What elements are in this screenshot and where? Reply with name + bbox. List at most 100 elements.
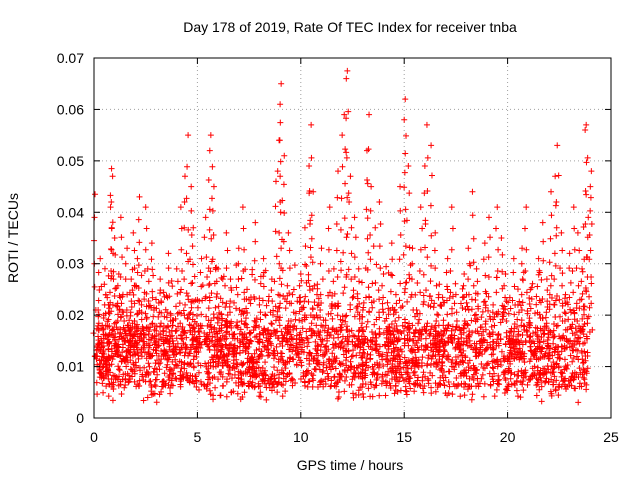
data-point: [307, 221, 314, 228]
data-point: [106, 310, 113, 317]
data-point: [281, 295, 288, 302]
data-point: [189, 298, 196, 305]
data-point: [343, 234, 350, 241]
data-point: [343, 271, 350, 278]
data-point: [541, 330, 548, 337]
data-point: [189, 261, 196, 268]
data-point: [125, 322, 132, 329]
data-point: [181, 312, 188, 319]
data-point: [134, 255, 141, 262]
data-point: [201, 382, 208, 389]
grid-lines: [94, 58, 611, 418]
data-point: [571, 385, 578, 392]
data-point: [290, 326, 297, 333]
data-point: [343, 149, 350, 156]
data-point: [187, 344, 194, 351]
data-point: [420, 292, 427, 299]
data-point: [310, 188, 317, 195]
data-point: [268, 320, 275, 327]
data-point: [178, 365, 185, 372]
data-point: [360, 299, 367, 306]
data-point: [197, 378, 204, 385]
data-point: [555, 351, 562, 358]
data-point: [243, 305, 250, 312]
data-point: [223, 300, 230, 307]
data-point: [490, 357, 497, 364]
data-point: [116, 306, 123, 313]
data-point: [562, 310, 569, 317]
data-point: [579, 356, 586, 363]
data-point: [561, 309, 568, 316]
data-point: [218, 348, 225, 355]
data-point: [252, 334, 259, 341]
data-point: [194, 296, 201, 303]
data-point: [583, 121, 590, 128]
data-point: [179, 336, 186, 343]
data-point: [397, 232, 404, 239]
x-tick-label: 25: [603, 429, 619, 445]
data-point: [115, 351, 122, 358]
data-point: [210, 232, 217, 239]
data-point: [306, 287, 313, 294]
data-point: [103, 383, 110, 390]
data-point: [520, 269, 527, 276]
data-point: [398, 330, 405, 337]
data-point: [332, 357, 339, 364]
data-point: [423, 287, 430, 294]
data-point: [490, 345, 497, 352]
data-point: [380, 377, 387, 384]
data-point: [552, 173, 559, 180]
data-point: [485, 214, 492, 221]
data-point: [424, 320, 431, 327]
data-point: [157, 323, 164, 330]
data-point: [365, 364, 372, 371]
data-point: [573, 265, 580, 272]
data-point: [390, 331, 397, 338]
data-point: [464, 322, 471, 329]
data-point: [414, 360, 421, 367]
data-point: [570, 204, 577, 211]
data-point: [559, 370, 566, 377]
data-point: [489, 376, 496, 383]
data-point: [393, 300, 400, 307]
data-point: [331, 374, 338, 381]
data-point: [107, 192, 114, 199]
data-point: [95, 311, 102, 318]
data-point: [503, 385, 510, 392]
data-point: [305, 378, 312, 385]
data-point: [561, 366, 568, 373]
data-point: [589, 326, 596, 333]
data-point: [574, 347, 581, 354]
data-point: [155, 360, 162, 367]
data-point: [474, 328, 481, 335]
data-point: [188, 207, 195, 214]
data-point: [507, 347, 514, 354]
data-point: [364, 318, 371, 325]
data-point: [448, 359, 455, 366]
data-point: [214, 319, 221, 326]
data-point: [559, 247, 566, 254]
data-point: [144, 265, 151, 272]
data-point: [209, 375, 216, 382]
data-point: [473, 265, 480, 272]
data-point: [317, 307, 324, 313]
data-point: [145, 297, 152, 304]
data-point: [336, 360, 343, 367]
data-point: [462, 306, 469, 313]
data-point: [262, 312, 269, 319]
data-point: [468, 296, 475, 303]
data-point: [350, 394, 357, 401]
data-point: [407, 375, 414, 382]
data-point: [586, 256, 593, 263]
data-point: [572, 331, 579, 338]
data-point: [106, 338, 113, 345]
data-point: [173, 303, 180, 310]
data-points: [90, 67, 596, 406]
data-point: [160, 340, 167, 347]
data-point: [249, 354, 256, 361]
data-point: [158, 356, 165, 363]
data-point: [387, 288, 394, 295]
data-point: [199, 282, 206, 289]
data-point: [382, 378, 389, 385]
data-point: [508, 369, 515, 376]
